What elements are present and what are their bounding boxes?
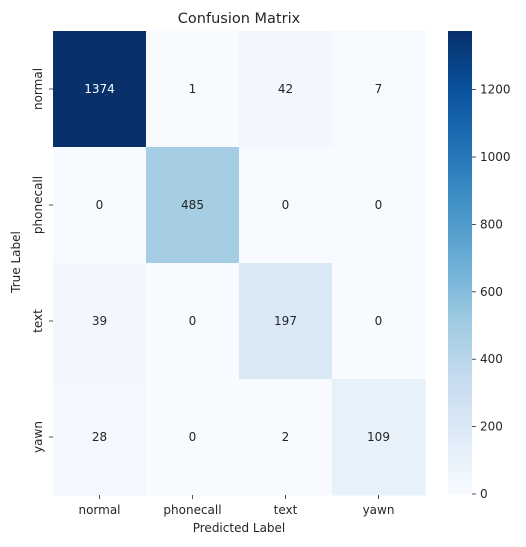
cell-value-label: 28	[92, 430, 107, 444]
x-axis-ticks: normal phonecall text yawn	[78, 495, 394, 517]
heatmap-cell	[146, 263, 240, 380]
x-axis-label: Predicted Label	[193, 521, 286, 535]
x-tick-label: yawn	[363, 503, 395, 517]
heatmap-cell	[239, 31, 333, 148]
cell-value-label: 39	[92, 314, 107, 328]
heatmap-cell-labels: 1374 1 42 7 0 485 0 0 39 0 197 0 28 0 2 109	[84, 82, 390, 444]
y-axis-label: True Label	[9, 231, 23, 294]
cell-value-label: 197	[274, 314, 297, 328]
cell-value-label: 0	[375, 198, 383, 212]
y-tick-label: phonecall	[31, 176, 45, 234]
chart-title: Confusion Matrix	[178, 11, 301, 27]
colorbar-tick-label: 200	[480, 420, 503, 434]
colorbar	[448, 31, 472, 494]
y-tick-label: normal	[31, 68, 45, 110]
heatmap-cell	[146, 147, 240, 264]
y-axis-ticks: normal phonecall text yawn	[31, 68, 53, 453]
cell-value-label: 109	[367, 430, 390, 444]
heatmap-cell	[239, 379, 333, 496]
y-tick-label: text	[31, 309, 45, 333]
cell-value-label: 0	[189, 314, 197, 328]
heatmap-cell	[53, 147, 147, 264]
heatmap-cell	[239, 147, 333, 264]
heatmap-cell	[53, 263, 147, 380]
colorbar-tick-label: 600	[480, 285, 503, 299]
heatmap-cell	[53, 31, 147, 148]
cell-value-label: 7	[375, 82, 383, 96]
colorbar-tick-label: 1200	[480, 83, 511, 97]
heatmap-cell	[53, 379, 147, 496]
colorbar-ticks: 0 200 400 600 800 1000 1200	[472, 83, 511, 501]
cell-value-label: 0	[189, 430, 197, 444]
cell-value-label: 42	[278, 82, 293, 96]
x-tick-label: text	[274, 503, 298, 517]
cell-value-label: 2	[282, 430, 290, 444]
colorbar-tick-label: 0	[480, 487, 488, 501]
cell-value-label: 485	[181, 198, 204, 212]
cell-value-label: 0	[375, 314, 383, 328]
y-tick-label: yawn	[31, 421, 45, 453]
heatmap-cell	[332, 379, 426, 496]
colorbar-tick-label: 800	[480, 217, 503, 231]
cell-value-label: 0	[96, 198, 104, 212]
colorbar-tick-label: 400	[480, 352, 503, 366]
heatmap-cells	[53, 31, 426, 496]
cell-value-label: 1374	[84, 82, 115, 96]
cell-value-label: 0	[282, 198, 290, 212]
x-tick-label: normal	[78, 503, 120, 517]
heatmap-cell	[239, 263, 333, 380]
heatmap-cell	[146, 379, 240, 496]
cell-value-label: 1	[189, 82, 197, 96]
x-tick-label: phonecall	[163, 503, 221, 517]
heatmap-cell	[332, 31, 426, 148]
heatmap-cell	[332, 263, 426, 380]
heatmap-cell	[146, 31, 240, 148]
colorbar-tick-label: 1000	[480, 150, 511, 164]
heatmap-cell	[332, 147, 426, 264]
